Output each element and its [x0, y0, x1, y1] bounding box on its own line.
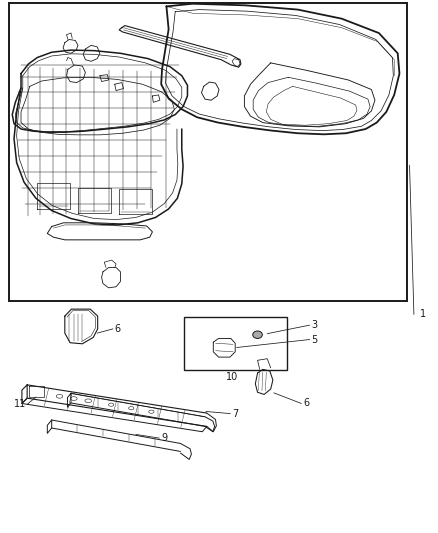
Text: 5: 5: [311, 335, 317, 344]
Ellipse shape: [253, 331, 262, 338]
Text: 10: 10: [226, 372, 238, 382]
Text: 6: 6: [115, 324, 121, 334]
Bar: [184, 317, 287, 370]
Text: 11: 11: [14, 399, 26, 409]
Text: 6: 6: [303, 399, 309, 408]
Text: 7: 7: [232, 409, 238, 418]
Bar: [9, 3, 407, 301]
Text: 1: 1: [420, 310, 426, 319]
Text: 3: 3: [311, 320, 317, 330]
Text: 9: 9: [161, 433, 167, 443]
